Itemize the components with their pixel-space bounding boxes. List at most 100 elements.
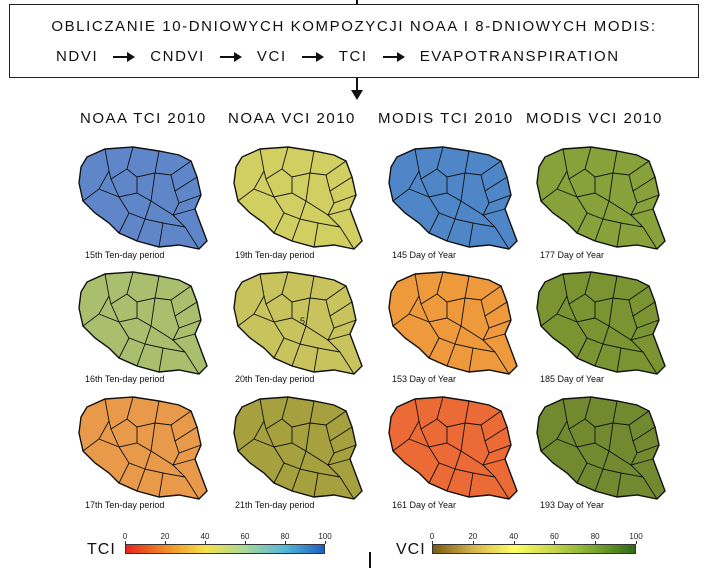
region-border [263,396,289,430]
tci-color-scale [125,544,325,554]
region-border [108,396,134,430]
process-title-box: OBLICZANIE 10-DNIOWYCH KOMPOZYCJI NOAA I… [9,4,699,78]
region-border [584,150,618,178]
region-border [418,146,444,180]
region-border [305,450,329,466]
region-border [566,396,592,430]
connector-down [356,78,358,92]
column-title-noaa-vci: NOAA VCI 2010 [228,110,356,127]
map-caption: 177 Day of Year [540,250,605,260]
map-caption: 193 Day of Year [540,500,605,510]
vci-tick-mark [432,541,433,544]
region-border [418,271,444,305]
map-caption: 17th Ten-day period [85,500,165,510]
flow-step-cndvi: CNDVI [150,48,205,65]
vci-tick-label: 40 [509,532,519,541]
tci-tick-label: 40 [200,532,210,541]
vci-tick-mark [513,541,515,544]
map-poland [233,146,363,250]
region-border [305,200,329,216]
region-border [144,200,152,220]
country-outline [233,146,363,250]
tci-tick-mark [325,541,326,544]
region-border [436,275,470,303]
region-border [265,302,293,323]
arrow-right-icon [219,51,242,62]
region-border [608,200,632,216]
region-border [454,325,462,345]
region-border [418,396,444,430]
vci-tick-label: 0 [429,532,435,541]
region-border [144,325,152,345]
region-border [305,325,329,341]
region-border [566,146,592,180]
country-outline [78,396,208,500]
region-border [568,427,596,448]
vci-tick-label: 20 [468,532,478,541]
map-caption: 161 Day of Year [392,500,457,510]
region-border [281,275,315,303]
flow-step-vci: VCI [256,48,287,65]
region-border [150,325,174,341]
country-outline [78,271,208,375]
tci-tick-label: 80 [280,532,290,541]
vci-tick-label: 60 [549,532,559,541]
arrow-right-icon [113,51,136,62]
region-border [420,427,448,448]
map-caption: 185 Day of Year [540,374,605,384]
region-border [436,400,470,428]
tci-tick-mark [245,541,246,544]
region-border [154,410,192,426]
region-border [309,285,347,301]
region-border [309,160,347,176]
country-outline [536,146,666,250]
region-border [144,450,152,470]
country-outline [233,396,363,500]
region-border [82,148,110,202]
region-border [237,148,265,202]
vci-scale-label: VCI [396,541,426,558]
region-border [126,150,160,178]
region-border [150,200,174,216]
region-border [602,325,610,345]
region-border [265,427,293,448]
map-region-label: 5 [300,316,305,326]
column-title-modis-vci: MODIS VCI 2010 [526,110,663,127]
column-title-noaa-tci: NOAA TCI 2010 [80,110,207,127]
region-border [392,273,420,327]
processing-flow: NDVI CNDVI VCI TCI EVAPOTRANSPIRATION [56,48,620,65]
region-border [126,275,160,303]
vci-color-scale [432,544,636,554]
country-outline [388,271,518,375]
region-border [110,427,138,448]
map-poland [78,396,208,500]
vci-tick-mark [636,541,637,544]
region-border [436,150,470,178]
connector-top [356,0,358,4]
region-border [154,160,192,176]
region-border [540,398,568,452]
flow-step-tci: TCI [338,48,368,65]
region-border [612,410,650,426]
region-border [108,271,134,305]
tci-tick-mark [205,541,206,544]
region-border [82,398,110,452]
map-poland [78,146,208,250]
connector-bottom [369,552,371,568]
region-border [263,146,289,180]
map-poland [536,146,666,250]
map-poland [388,271,518,375]
region-border [108,146,134,180]
region-border [454,450,462,470]
arrow-right-icon [382,51,405,62]
tci-tick-mark [125,541,126,544]
tci-tick-label: 0 [122,532,128,541]
region-border [454,200,462,220]
region-border [237,273,265,327]
flow-step-ndvi: NDVI [56,48,99,65]
process-title: OBLICZANIE 10-DNIOWYCH KOMPOZYCJI NOAA I… [51,18,657,35]
vci-tick-label: 80 [590,532,600,541]
region-border [110,177,138,198]
region-border [460,325,484,341]
map-caption: 153 Day of Year [392,374,457,384]
